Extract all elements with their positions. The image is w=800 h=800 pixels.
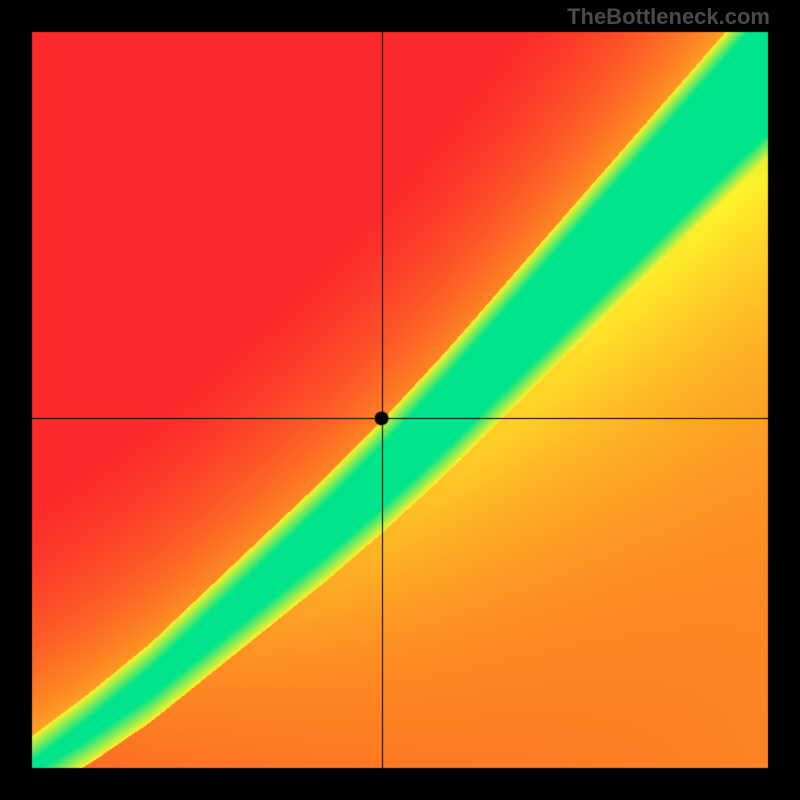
- chart-container: TheBottleneck.com: [0, 0, 800, 800]
- heatmap-canvas: [0, 0, 800, 800]
- watermark-text: TheBottleneck.com: [567, 4, 770, 30]
